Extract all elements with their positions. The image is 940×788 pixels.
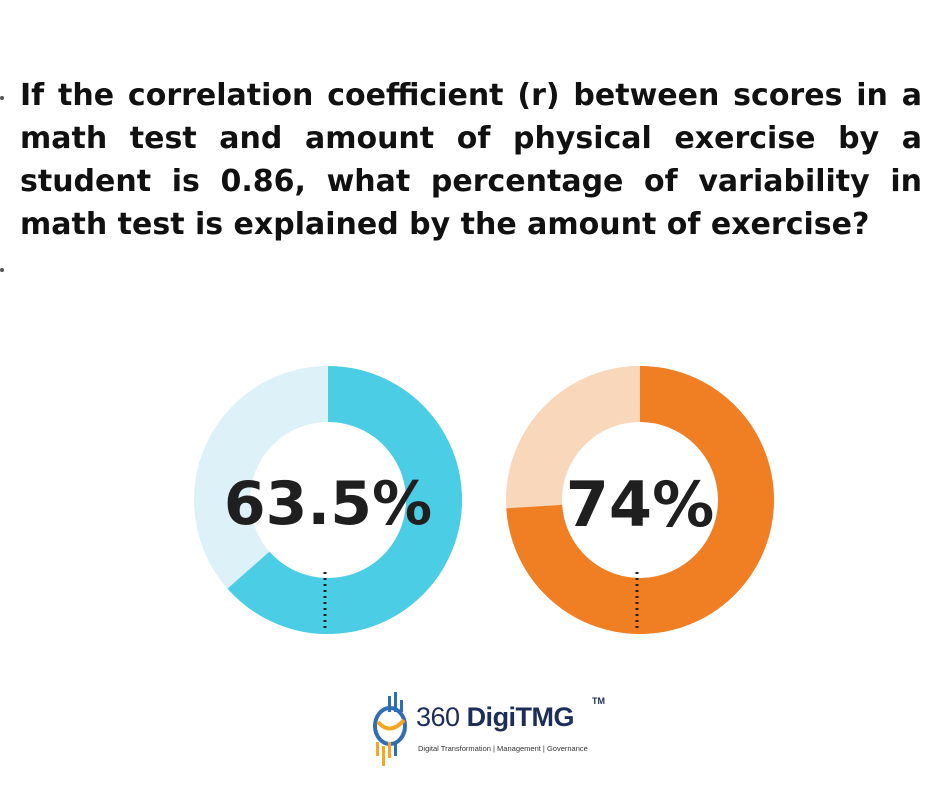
donut-value-b: 74% — [565, 468, 715, 541]
donut-option-b: 74% — [506, 366, 774, 634]
brand-name: 360 DigiTMG — [416, 702, 575, 732]
donut-fill-a — [227, 366, 462, 634]
donut-chart-a — [194, 366, 462, 634]
bullet-dot — [0, 96, 4, 100]
donut-option-a: 63.5% — [194, 366, 462, 634]
donut-value-a: 63.5% — [223, 469, 433, 539]
question-text: If the correlation coefficient (r) betwe… — [20, 78, 922, 242]
donut-fill-b — [506, 366, 774, 634]
trademark-mark: TM — [592, 696, 605, 706]
donut-chart-b — [506, 366, 774, 634]
bullet-dot — [0, 268, 4, 272]
brand-tagline: Digital Transformation | Management | Go… — [418, 744, 588, 753]
brand-logo: 360 DigiTMG TM Digital Transformation | … — [368, 692, 608, 772]
brand-logo-mark-icon — [373, 692, 407, 766]
